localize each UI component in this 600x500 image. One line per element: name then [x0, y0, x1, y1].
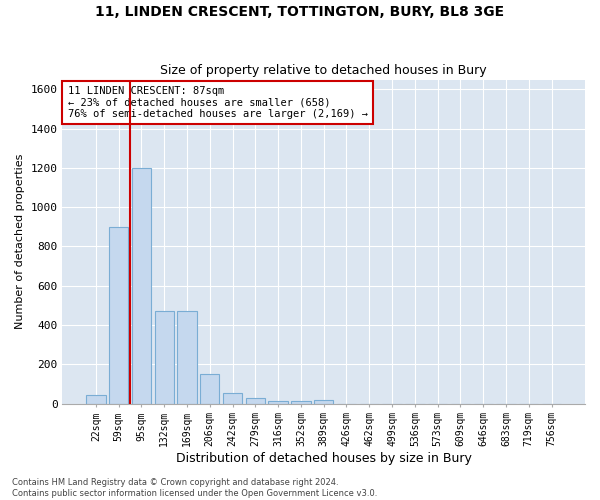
Bar: [268, 400, 288, 404]
Bar: [245, 398, 265, 404]
Title: Size of property relative to detached houses in Bury: Size of property relative to detached ho…: [160, 64, 487, 77]
Text: 11 LINDEN CRESCENT: 87sqm
← 23% of detached houses are smaller (658)
76% of semi: 11 LINDEN CRESCENT: 87sqm ← 23% of detac…: [68, 86, 368, 119]
X-axis label: Distribution of detached houses by size in Bury: Distribution of detached houses by size …: [176, 452, 472, 465]
Bar: [86, 394, 106, 404]
Bar: [200, 374, 220, 404]
Bar: [132, 168, 151, 404]
Bar: [223, 393, 242, 404]
Y-axis label: Number of detached properties: Number of detached properties: [15, 154, 25, 329]
Bar: [291, 400, 311, 404]
Bar: [178, 312, 197, 404]
Bar: [314, 400, 334, 404]
Text: 11, LINDEN CRESCENT, TOTTINGTON, BURY, BL8 3GE: 11, LINDEN CRESCENT, TOTTINGTON, BURY, B…: [95, 5, 505, 19]
Bar: [155, 312, 174, 404]
Bar: [109, 227, 128, 404]
Text: Contains HM Land Registry data © Crown copyright and database right 2024.
Contai: Contains HM Land Registry data © Crown c…: [12, 478, 377, 498]
